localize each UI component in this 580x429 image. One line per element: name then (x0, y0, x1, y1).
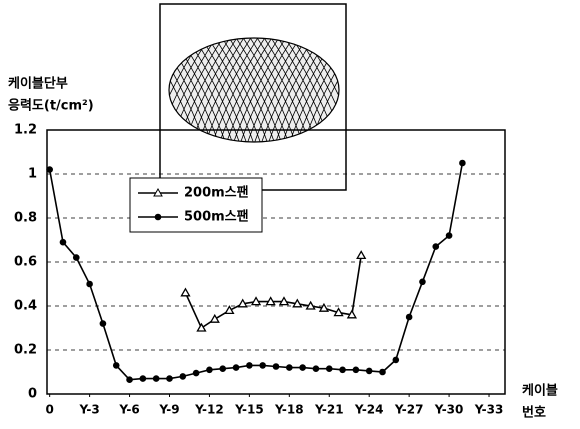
marker (180, 373, 187, 380)
marker (100, 320, 107, 327)
marker (326, 365, 333, 372)
marker (60, 239, 67, 246)
x-tick-label: Y-21 (314, 403, 344, 417)
x-axis-label: 번호 (522, 406, 546, 421)
marker (379, 369, 386, 376)
x-tick-label: Y-6 (118, 403, 139, 417)
marker (246, 362, 253, 369)
x-tick-label: 0 (45, 403, 53, 417)
marker (259, 362, 266, 369)
x-tick-label: Y-18 (274, 403, 304, 417)
x-tick-label: Y-12 (194, 403, 224, 417)
inset-image (140, 4, 368, 190)
marker (86, 281, 93, 288)
marker (153, 375, 160, 382)
marker (126, 376, 133, 383)
chart: 케이블단부 응력도(t/cm²) 케이블 번호 0 0.2 0.4 0.6 0.8 1 1.… (0, 0, 580, 429)
marker (193, 370, 200, 377)
legend: 200m스팬 500m스팬 (130, 178, 262, 232)
x-tick-label: Y-3 (78, 403, 99, 417)
y-tick-label: 1 (28, 167, 37, 182)
x-axis-label: 케이블 (522, 383, 558, 399)
x-tick-label: Y-30 (434, 403, 464, 417)
y-axis-label: 응력도(t/cm²) (8, 99, 94, 114)
x-tick-label: Y-24 (354, 403, 384, 417)
x-tick-label: Y-9 (158, 403, 179, 417)
marker (446, 232, 453, 239)
marker (286, 364, 293, 371)
legend-marker (155, 214, 162, 221)
marker (339, 367, 346, 374)
marker (46, 166, 53, 173)
x-tick-label: Y-33 (474, 403, 504, 417)
marker (353, 367, 360, 374)
x-tick-label: Y-15 (234, 403, 264, 417)
legend-label: 500m스팬 (184, 209, 249, 225)
marker (73, 254, 80, 261)
marker (166, 375, 173, 382)
marker (219, 365, 226, 372)
y-tick-label: 0.8 (14, 211, 37, 226)
marker (113, 362, 120, 369)
marker (406, 314, 413, 321)
marker (432, 243, 439, 250)
marker (313, 365, 320, 372)
marker (299, 364, 306, 371)
marker (366, 368, 373, 375)
y-tick-label: 0.4 (14, 299, 37, 314)
marker (206, 367, 213, 374)
marker (419, 279, 426, 286)
x-tick-label: Y-27 (394, 403, 424, 417)
marker (140, 375, 147, 382)
marker (233, 364, 240, 371)
y-axis-label: 케이블단부 (8, 76, 68, 92)
y-tick-label: 0.2 (14, 343, 37, 358)
y-tick-label: 1.2 (14, 123, 37, 138)
marker (393, 357, 400, 364)
y-tick-label: 0 (28, 387, 37, 402)
marker (273, 363, 280, 370)
marker (459, 160, 466, 167)
legend-label: 200m스팬 (184, 185, 249, 201)
y-tick-label: 0.6 (14, 255, 37, 270)
